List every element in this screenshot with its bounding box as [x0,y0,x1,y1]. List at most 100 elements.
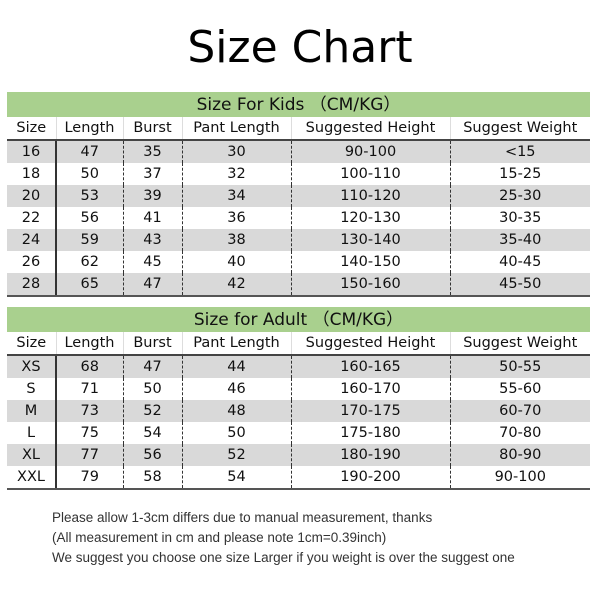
table-cell: 50 [122,378,182,400]
kids-table: Size Length Burst Pant Length Suggested Heig… [7,117,590,297]
table-row: 16 47 35 30 90-100 <15 [7,140,590,163]
table-cell: 130-140 [290,229,450,251]
table-cell: 28 [7,273,56,297]
table-cell: 30 [181,140,291,163]
table-cell: 20 [7,185,56,207]
column-header: Length [55,117,123,141]
table-cell: 110-120 [290,185,450,207]
table-row: XXL 79 58 54 190-200 90-100 [7,466,590,490]
table-cell: 180-190 [290,444,450,466]
table-cell: 190-200 [290,466,450,490]
table-cell: 35-40 [449,229,590,251]
column-header: Pant Length [181,117,291,141]
table-cell: L [26,425,36,441]
note-line: We suggest you choose one size Larger if… [52,550,515,565]
table-cell: 39 [122,185,182,207]
table-cell: XS [7,355,56,378]
table-cell: 60-70 [449,400,590,422]
kids-size-table: Size For Kids （CM/KG） Size Length Burst Pan… [7,92,590,297]
table-cell: 42 [181,273,291,297]
table-cell: 54 [122,422,182,444]
table-row: L 75 54 50 175-180 70-80 [7,422,590,444]
table-cell: 160-165 [290,355,450,378]
table-cell: 43 [122,229,182,251]
table-cell: 52 [181,444,291,466]
table-cell: 34 [181,185,291,207]
table-row: 26 62 45 40 140-150 40-45 [7,251,590,273]
table-row: 28 65 47 42 150-160 45-50 [7,273,590,297]
table-row: XS 68 47 44 160-165 50-55 [7,355,590,378]
table-cell: XXL [7,466,56,490]
table-cell: 30-35 [449,207,590,229]
table-cell: 56 [122,444,182,466]
table-cell: 175-180 [290,422,450,444]
table-cell: 25-30 [449,185,590,207]
table-cell: 59 [55,229,123,251]
table-cell: 40 [181,251,291,273]
page-title: Size Chart [187,22,413,73]
table-cell: 46 [181,378,291,400]
table-cell: 47 [55,140,123,163]
note-line: (All measurement in cm and please note 1… [52,530,387,545]
table-cell: 170-175 [290,400,450,422]
table-cell: XL [7,444,56,466]
table-cell: 35 [122,140,182,163]
column-header: Suggested Height [290,117,450,141]
table-cell: 50-55 [449,355,590,378]
table-cell: 73 [55,400,123,422]
table-row: 24 59 43 38 130-140 35-40 [7,229,590,251]
table-cell: 37 [122,163,182,185]
column-header: Suggest Weight [449,332,590,356]
table-cell: 65 [55,273,123,297]
table-cell: 40-45 [449,251,590,273]
table-cell: 56 [55,207,123,229]
table-cell: 47 [122,273,182,297]
table-cell: 54 [181,466,291,490]
adult-table: Size Length Burst Pant Length Suggested Heig… [7,332,590,490]
table-cell: 120-130 [290,207,450,229]
table-cell: 160-170 [290,378,450,400]
column-header: Pant Length [181,332,291,356]
table-cell: 32 [181,163,291,185]
table-cell: 53 [55,185,123,207]
header-row: Size Length Burst Pant Length Suggested Heig… [7,117,590,141]
table-cell: 90-100 [290,140,450,163]
table-cell: 79 [55,466,123,490]
table-cell: 16 [7,140,56,163]
table-cell: S [26,381,36,397]
table-cell: 90-100 [449,466,590,490]
table-cell: 26 [21,254,41,270]
table-row: M 73 52 48 170-175 60-70 [7,400,590,422]
table-row: 18 50 37 32 100-110 15-25 [7,163,590,185]
kids-table-heading: Size For Kids （CM/KG） [7,92,590,117]
table-row: XL 77 56 52 180-190 80-90 [7,444,590,466]
table-cell: 38 [181,229,291,251]
table-cell: 18 [21,166,41,182]
table-cell: 48 [181,400,291,422]
column-header: Burst [122,117,182,141]
column-header: Size [7,117,56,141]
table-row: S 71 50 46 160-170 55-60 [7,378,590,400]
table-cell: 77 [55,444,123,466]
column-header: Suggest Weight [449,117,590,141]
table-cell: 36 [181,207,291,229]
table-cell: 150-160 [290,273,450,297]
table-row: 22 56 41 36 120-130 30-35 [7,207,590,229]
note-line: Please allow 1-3cm differs due to manual… [52,510,433,525]
table-cell: 50 [55,163,123,185]
table-cell: 80-90 [449,444,590,466]
table-cell: 15-25 [449,163,590,185]
column-header: Length [55,332,123,356]
notes: Please allow 1-3cm differs due to manual… [52,508,515,568]
table-cell: 75 [55,422,123,444]
table-cell: 44 [181,355,291,378]
table-row: 20 53 39 34 110-120 25-30 [7,185,590,207]
table-cell: <15 [449,140,590,163]
adult-table-heading: Size for Adult （CM/KG） [7,307,590,332]
column-header: Size [7,332,56,356]
table-cell: 71 [55,378,123,400]
column-header: Burst [122,332,182,356]
table-cell: 45 [122,251,182,273]
table-cell: 140-150 [290,251,450,273]
column-header: Suggested Height [290,332,450,356]
